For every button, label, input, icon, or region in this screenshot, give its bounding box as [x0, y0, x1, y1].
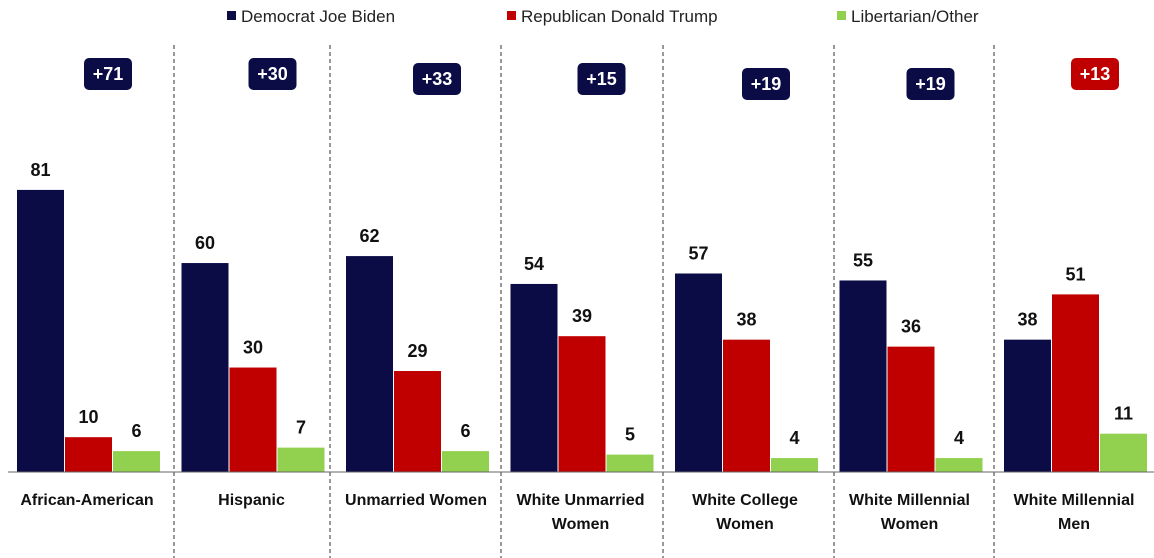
bar-white-unmarried-women-democrat-joe-biden: [510, 283, 558, 472]
bar-hispanic-republican-donald-trump: [229, 367, 277, 472]
legend-label-republican-donald-trump: Republican Donald Trump: [521, 7, 718, 26]
legend-label-libertarian-other: Libertarian/Other: [851, 7, 979, 26]
bars: [17, 189, 1147, 473]
bar-african-american-republican-donald-trump: [65, 437, 112, 472]
margin-label-white-unmarried-women: +15: [586, 69, 617, 89]
value-label-white-college-women-republican-donald-trump: 38: [736, 310, 756, 330]
value-label-african-american-republican-donald-trump: 10: [78, 407, 98, 427]
category-label-white-millennial-men: Men: [1058, 516, 1090, 533]
value-label-african-american-democrat-joe-biden: 81: [30, 160, 50, 180]
bar-african-american-libertarian-other: [113, 451, 160, 472]
category-label-white-millennial-men: White Millennial: [1014, 492, 1135, 509]
bar-white-millennial-men-democrat-joe-biden: [1004, 339, 1051, 472]
legend: Democrat Joe Biden Republican Donald Trum…: [227, 7, 979, 26]
value-label-white-unmarried-women-libertarian-other: 5: [625, 425, 635, 445]
category-label-white-unmarried-women: Women: [552, 516, 609, 533]
category-label-unmarried-women: Unmarried Women: [345, 492, 487, 509]
category-label-white-millennial-women: White Millennial: [849, 492, 970, 509]
legend-swatch-republican-donald-trump: [507, 11, 516, 20]
bar-white-college-women-libertarian-other: [771, 458, 818, 472]
bar-white-millennial-women-democrat-joe-biden: [839, 280, 887, 472]
margin-label-unmarried-women: +33: [422, 69, 453, 89]
category-label-white-college-women: Women: [716, 516, 773, 533]
value-label-hispanic-libertarian-other: 7: [296, 418, 306, 438]
value-label-white-unmarried-women-democrat-joe-biden: 54: [524, 254, 544, 274]
value-label-hispanic-republican-donald-trump: 30: [243, 338, 263, 358]
margin-badge-white-unmarried-women: [577, 63, 626, 95]
value-label-white-millennial-men-republican-donald-trump: 51: [1065, 264, 1085, 284]
value-label-white-unmarried-women-republican-donald-trump: 39: [572, 306, 592, 326]
bar-unmarried-women-democrat-joe-biden: [346, 256, 393, 472]
value-label-white-millennial-women-republican-donald-trump: 36: [901, 317, 921, 337]
bar-white-millennial-women-libertarian-other: [935, 458, 983, 472]
margin-badge-unmarried-women: [413, 63, 461, 95]
bar-white-millennial-men-libertarian-other: [1100, 433, 1147, 472]
category-label-hispanic: Hispanic: [218, 492, 285, 509]
value-label-hispanic-democrat-joe-biden: 60: [195, 233, 215, 253]
value-label-white-millennial-women-democrat-joe-biden: 55: [853, 250, 873, 270]
value-labels: 81 10 6 60 30 7 62 29 6 54 39 5 57 38 4 55 36 4 38 51 11: [30, 160, 1133, 448]
category-label-african-american: African-American: [20, 492, 153, 509]
bar-unmarried-women-libertarian-other: [442, 451, 489, 472]
legend-label-democrat-joe-biden: Democrat Joe Biden: [241, 7, 395, 26]
value-label-unmarried-women-republican-donald-trump: 29: [407, 341, 427, 361]
bar-hispanic-democrat-joe-biden: [181, 263, 229, 472]
margin-badge-hispanic: [248, 58, 297, 90]
category-label-white-millennial-women: Women: [881, 516, 938, 533]
margin-badge-white-college-women: [742, 68, 790, 100]
legend-swatch-libertarian-other: [837, 11, 846, 20]
value-label-white-millennial-men-libertarian-other: 11: [1114, 404, 1133, 424]
bar-white-unmarried-women-republican-donald-trump: [558, 336, 606, 472]
bar-white-unmarried-women-libertarian-other: [606, 454, 654, 472]
value-label-white-millennial-women-libertarian-other: 4: [954, 428, 964, 448]
margin-label-african-american: +71: [93, 64, 124, 84]
margin-badges: +71 +30 +33 +15 +19 +19 +13: [84, 58, 1119, 100]
margin-badge-white-millennial-women: [906, 68, 955, 100]
value-label-unmarried-women-libertarian-other: 6: [460, 421, 470, 441]
value-label-white-college-women-libertarian-other: 4: [789, 428, 799, 448]
bar-unmarried-women-republican-donald-trump: [394, 371, 441, 472]
value-label-white-college-women-democrat-joe-biden: 57: [688, 243, 708, 263]
bar-hispanic-libertarian-other: [277, 447, 325, 472]
category-label-white-college-women: White College: [692, 492, 798, 509]
margin-label-white-millennial-men: +13: [1080, 64, 1111, 84]
bar-white-millennial-men-republican-donald-trump: [1052, 294, 1099, 472]
category-label-white-unmarried-women: White Unmarried: [516, 492, 644, 509]
margin-label-white-college-women: +19: [751, 74, 782, 94]
bar-white-millennial-women-republican-donald-trump: [887, 346, 935, 472]
value-label-african-american-libertarian-other: 6: [131, 421, 141, 441]
value-label-white-millennial-men-democrat-joe-biden: 38: [1017, 310, 1037, 330]
margin-badge-white-millennial-men: [1071, 58, 1119, 90]
x-axis: African-American Hispanic Unmarried Women W…: [8, 471, 1154, 533]
bar-african-american-democrat-joe-biden: [17, 189, 64, 473]
bar-white-college-women-democrat-joe-biden: [675, 273, 722, 472]
margin-label-white-millennial-women: +19: [915, 74, 946, 94]
margin-label-hispanic: +30: [257, 64, 288, 84]
value-label-unmarried-women-democrat-joe-biden: 62: [359, 226, 379, 246]
bar-white-college-women-republican-donald-trump: [723, 339, 770, 472]
legend-swatch-democrat-joe-biden: [227, 11, 236, 20]
margin-badge-african-american: [84, 58, 132, 90]
